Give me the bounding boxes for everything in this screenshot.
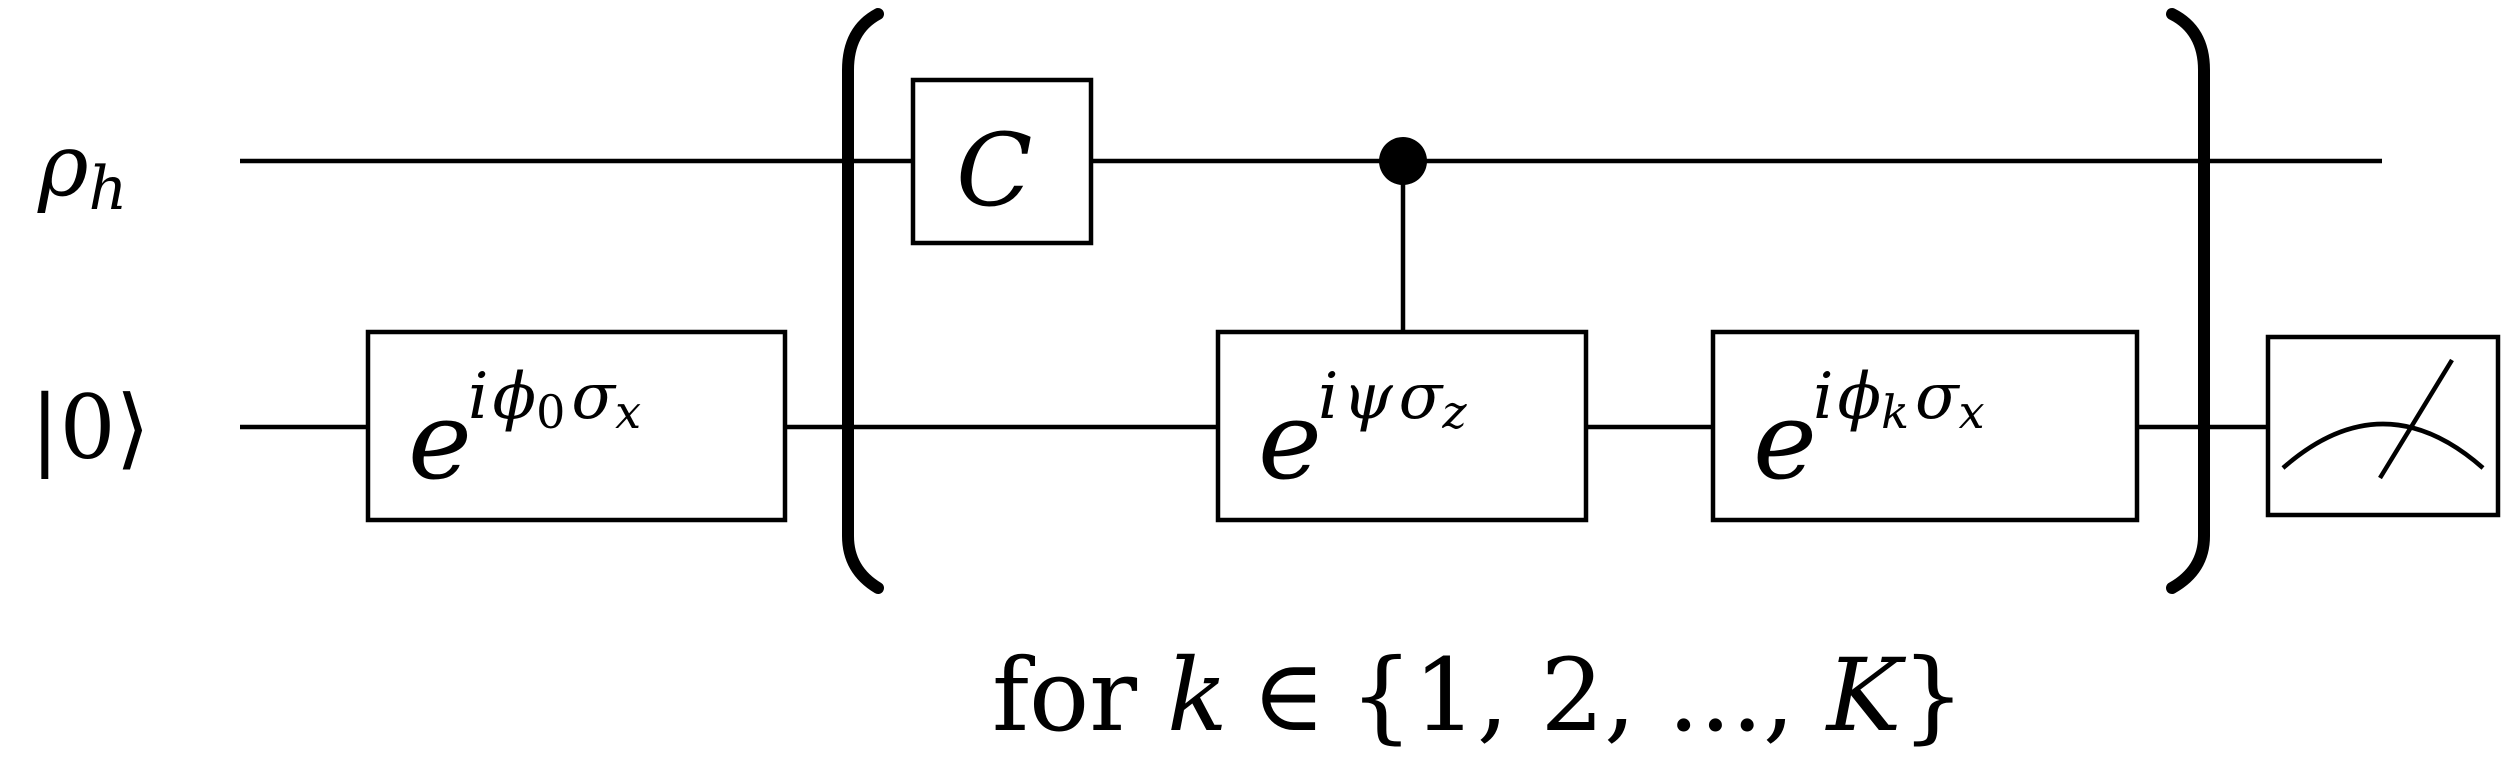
loop-left-bracket [842, 8, 884, 594]
top-qubit-label: ρh [37, 116, 127, 224]
svg-text:C: C [956, 112, 1033, 229]
bottom-qubit-label: |0⟩ [30, 376, 150, 479]
svg-text:e: e [1753, 379, 1817, 504]
c-gate: C [910, 77, 1094, 246]
svg-text:e: e [1258, 379, 1322, 504]
phase-k-rotation-gate: e iϕkσx [1710, 329, 2140, 523]
control-dot-icon [1379, 137, 1427, 185]
svg-text:e: e [408, 379, 472, 504]
measurement-meter-icon [2265, 334, 2501, 518]
loop-right-bracket [2166, 8, 2210, 594]
svg-text:iϕkσx: iϕkσx [1813, 360, 1985, 439]
svg-text:iψσz: iψσz [1318, 360, 1467, 439]
controlled-rotation-gate: e iψσz [1215, 329, 1589, 523]
svg-text:iϕ0σx: iϕ0σx [468, 360, 641, 439]
initial-rotation-gate: e iϕ0σx [365, 329, 788, 523]
loop-caption: for k ∈ {1, 2, ..., K} [992, 637, 1965, 754]
